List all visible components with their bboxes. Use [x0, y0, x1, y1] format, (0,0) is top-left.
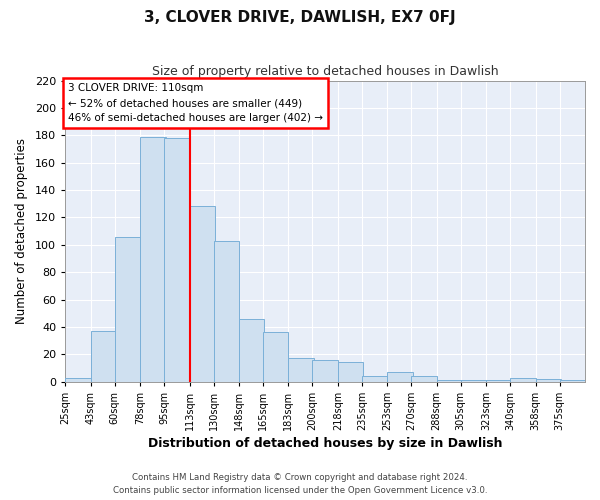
Bar — [362, 376, 387, 382]
Bar — [65, 378, 91, 382]
Bar — [461, 380, 486, 382]
Bar — [190, 206, 215, 382]
Bar — [214, 240, 239, 382]
Bar — [115, 236, 140, 382]
Bar — [140, 136, 166, 382]
Bar — [91, 331, 116, 382]
Bar — [313, 360, 338, 382]
Text: 3 CLOVER DRIVE: 110sqm
← 52% of detached houses are smaller (449)
46% of semi-de: 3 CLOVER DRIVE: 110sqm ← 52% of detached… — [68, 84, 323, 123]
Bar — [338, 362, 363, 382]
Title: Size of property relative to detached houses in Dawlish: Size of property relative to detached ho… — [152, 65, 499, 78]
Bar — [486, 380, 512, 382]
Bar — [164, 138, 190, 382]
Bar — [263, 332, 289, 382]
Y-axis label: Number of detached properties: Number of detached properties — [15, 138, 28, 324]
Text: Contains HM Land Registry data © Crown copyright and database right 2024.
Contai: Contains HM Land Registry data © Crown c… — [113, 474, 487, 495]
X-axis label: Distribution of detached houses by size in Dawlish: Distribution of detached houses by size … — [148, 437, 502, 450]
Bar — [387, 372, 413, 382]
Bar — [437, 380, 462, 382]
Bar — [411, 376, 437, 382]
Bar — [239, 318, 265, 382]
Text: 3, CLOVER DRIVE, DAWLISH, EX7 0FJ: 3, CLOVER DRIVE, DAWLISH, EX7 0FJ — [144, 10, 456, 25]
Bar — [510, 378, 536, 382]
Bar — [560, 380, 585, 382]
Bar — [536, 379, 561, 382]
Bar — [289, 358, 314, 382]
